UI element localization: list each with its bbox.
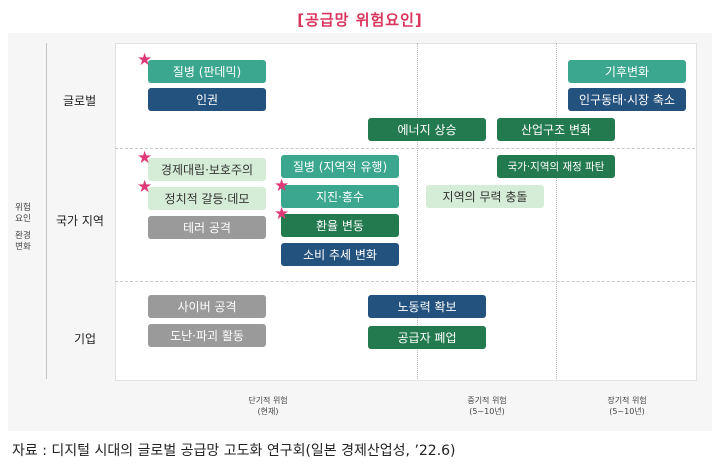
star-icon: ★ — [137, 177, 153, 197]
column-divider-1 — [417, 43, 418, 379]
risk-box-labor-supply: 노동력 확보 — [368, 295, 486, 318]
row-divider-1 — [115, 148, 695, 149]
risk-box-energy-rise: 에너지 상승 — [368, 118, 486, 141]
risk-box-cyber-attack: 사이버 공격 — [148, 295, 266, 318]
risk-box-economic-conflict: 경제대립·보호주의 — [148, 158, 266, 181]
risk-box-human-rights: 인권 — [148, 88, 266, 111]
risk-box-earthquake-flood: 지진·홍수 — [281, 185, 399, 208]
star-icon: ★ — [137, 148, 153, 168]
star-icon: ★ — [137, 50, 153, 70]
risk-box-demographics: 인구동태·시장 축소 — [568, 88, 686, 111]
y-axis-line — [46, 43, 47, 379]
y-label-global: 글로벌 — [63, 94, 97, 108]
star-icon: ★ — [274, 176, 290, 196]
x-label-mid-term: 중기적 위험 (5~10년) — [467, 396, 507, 416]
star-icon: ★ — [274, 204, 290, 224]
risk-box-climate-change: 기후변화 — [568, 60, 686, 83]
x-label-long-term: 장기적 위험 (5~10년) — [607, 396, 647, 416]
risk-box-armed-conflict: 지역의 무력 충돌 — [426, 185, 544, 208]
y-axis-title: 위험 요인 환경 변화 — [15, 203, 31, 252]
risk-box-exchange-rate: 환율 변동 — [281, 214, 399, 237]
risk-box-terror: 테러 공격 — [148, 216, 266, 239]
y-label-national: 국가 지역 — [56, 214, 104, 228]
risk-box-consumption-trend: 소비 추세 변화 — [281, 243, 399, 266]
risk-box-pandemic: 질병 (판데믹) — [148, 60, 266, 83]
source-note: 자료 : 디지털 시대의 글로벌 공급망 고도화 연구회(일본 경제산업성, ’… — [12, 443, 456, 459]
y-label-company: 기업 — [74, 332, 97, 346]
risk-box-theft-sabotage: 도난·파괴 활동 — [148, 324, 266, 347]
column-divider-2 — [556, 43, 557, 379]
risk-box-fiscal-collapse: 국가·지역의 재정 파탄 — [497, 155, 615, 178]
diagram-title: [공급망 위험요인] — [297, 11, 423, 29]
risk-box-regional-epidemic: 질병 (지역적 유행) — [281, 155, 399, 178]
risk-box-political-conflict: 정치적 갈등·데모 — [148, 187, 266, 210]
risk-box-industry-change: 산업구조 변화 — [497, 118, 615, 141]
row-divider-2 — [115, 281, 695, 282]
risk-box-supplier-closure: 공급자 폐업 — [368, 326, 486, 349]
x-label-short-term: 단기적 위험 (현재) — [248, 396, 288, 416]
